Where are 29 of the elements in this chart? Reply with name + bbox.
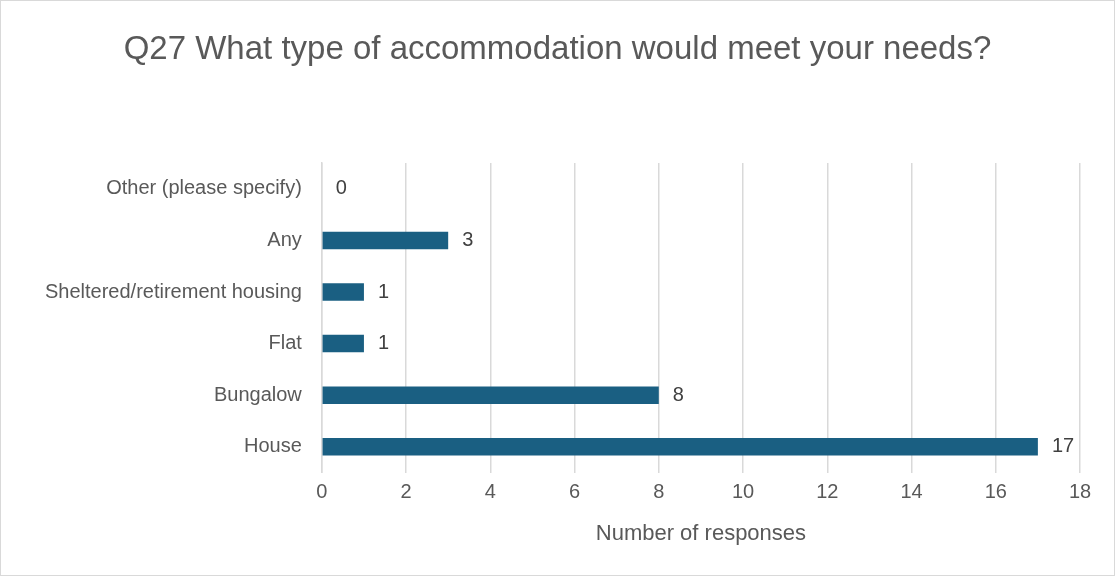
y-tick-label: Other (please specify) <box>106 176 302 199</box>
x-tick-label: 12 <box>816 480 839 503</box>
bar <box>322 386 659 404</box>
x-tick-label: 4 <box>484 480 496 503</box>
x-tick-label: 16 <box>984 480 1007 503</box>
y-tick-label: Bungalow <box>213 382 303 405</box>
y-tick-label: Sheltered/retirement housing <box>44 279 302 302</box>
x-tick-label: 10 <box>731 480 755 503</box>
data-label: 0 <box>335 176 347 199</box>
bar <box>322 231 449 250</box>
bar <box>322 334 364 353</box>
y-tick-label: House <box>244 434 302 457</box>
data-label: 3 <box>462 227 474 250</box>
data-label: 1 <box>377 331 390 354</box>
x-tick-label: 0 <box>316 480 328 503</box>
x-tick-label: 8 <box>653 480 665 503</box>
data-label: 8 <box>672 382 684 405</box>
x-tick-label: 2 <box>400 480 412 503</box>
chart-title: Q27 What type of accommodation would meet your needs? <box>123 28 992 68</box>
y-tick-label: Any <box>267 227 302 250</box>
x-tick-label: 18 <box>1068 480 1092 503</box>
y-tick-label: Flat <box>268 331 303 354</box>
x-tick-label: 6 <box>568 480 581 503</box>
bar <box>322 283 364 301</box>
bar <box>322 438 1038 456</box>
data-label: 17 <box>1051 434 1075 457</box>
x-tick-label: 14 <box>900 480 923 503</box>
x-axis-title: Number of responses <box>595 519 807 545</box>
data-label: 1 <box>377 279 390 302</box>
